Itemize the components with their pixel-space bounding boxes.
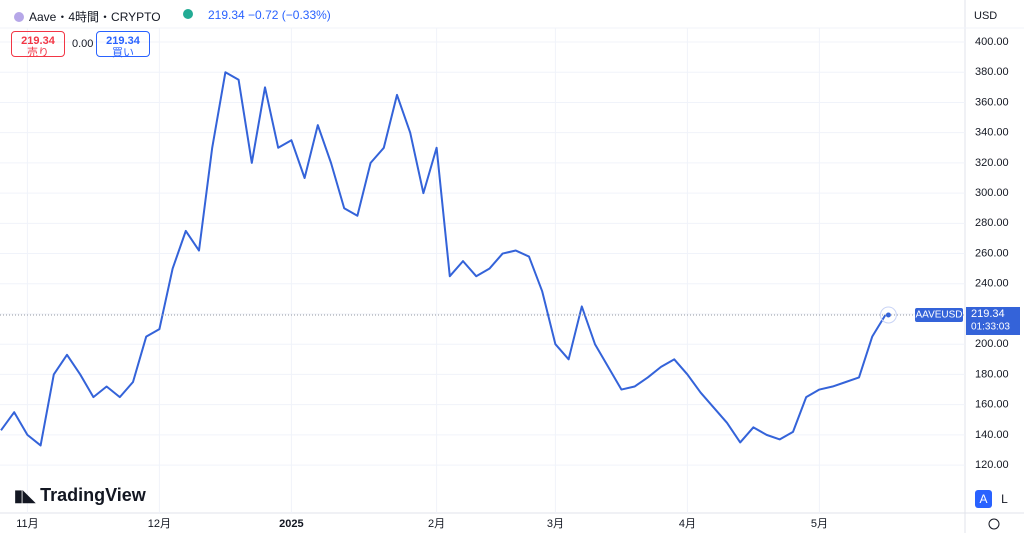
buy-label: 買い xyxy=(112,47,134,59)
x-tick-label: 4月 xyxy=(679,518,696,530)
countdown: 01:33:03 xyxy=(971,322,1010,333)
x-tick-label: 5月 xyxy=(811,518,828,530)
y-tick-label: 360.00 xyxy=(975,96,1009,108)
y-tick-label: 400.00 xyxy=(975,36,1009,48)
price-line xyxy=(0,71,887,447)
price-tag: 219.34 xyxy=(971,308,1005,320)
y-tick-label: 300.00 xyxy=(975,187,1009,199)
price-info: 219.34 −0.72 (−0.33%) xyxy=(208,8,331,22)
x-tick-label: 12月 xyxy=(148,518,171,530)
change: −0.72 xyxy=(248,8,279,22)
y-tick-label: 240.00 xyxy=(975,278,1009,290)
y-tick-label: 260.00 xyxy=(975,247,1009,259)
symbol-tag-bg xyxy=(915,307,963,322)
spread: 0.00 xyxy=(72,38,94,50)
last-point-ring xyxy=(879,306,897,324)
y-tick-label: 380.00 xyxy=(975,66,1009,78)
y-tick-label: 320.00 xyxy=(975,157,1009,169)
x-tick-label: 11月 xyxy=(16,518,38,530)
y-tick-label: 200.00 xyxy=(975,338,1009,350)
x-tick-label: 3月 xyxy=(547,518,564,530)
y-tick-label: 180.00 xyxy=(975,368,1009,380)
log-scale[interactable]: L xyxy=(1001,492,1008,506)
y-tick-label: 280.00 xyxy=(975,217,1009,229)
price-tag-bg xyxy=(966,306,1020,335)
sell-label: 売り xyxy=(27,47,49,59)
symbol-title[interactable]: Aave・4時間・CRYPTO xyxy=(14,8,161,25)
sell-price: 219.34 xyxy=(21,35,55,47)
symbol: Aave・4時間・CRYPTO xyxy=(29,10,161,24)
logo-text: TradingView xyxy=(40,485,146,505)
buy-price: 219.34 xyxy=(106,35,140,47)
x-tick-label: 2025 xyxy=(279,518,303,530)
change-pct: (−0.33%) xyxy=(281,8,331,22)
logo: ▮◣ TradingView xyxy=(14,485,146,505)
settings-icon xyxy=(988,518,1000,530)
price: 219.34 xyxy=(208,8,245,22)
y-tick-label: 340.00 xyxy=(975,127,1009,139)
y-tick-label: 120.00 xyxy=(975,459,1009,471)
x-tick-label: 2月 xyxy=(428,518,445,530)
y-tick-label: 140.00 xyxy=(975,429,1009,441)
symbol-tag: AAVEUSD xyxy=(915,310,962,321)
buy-button[interactable]: 219.34 買い xyxy=(96,31,150,59)
y-tick-label: 160.00 xyxy=(975,399,1009,411)
auto-scale[interactable]: A xyxy=(975,490,992,508)
status-dot xyxy=(183,9,193,19)
sell-button[interactable]: 219.34 売り xyxy=(11,31,65,59)
currency[interactable]: USD xyxy=(974,10,998,22)
last-point xyxy=(885,312,891,318)
